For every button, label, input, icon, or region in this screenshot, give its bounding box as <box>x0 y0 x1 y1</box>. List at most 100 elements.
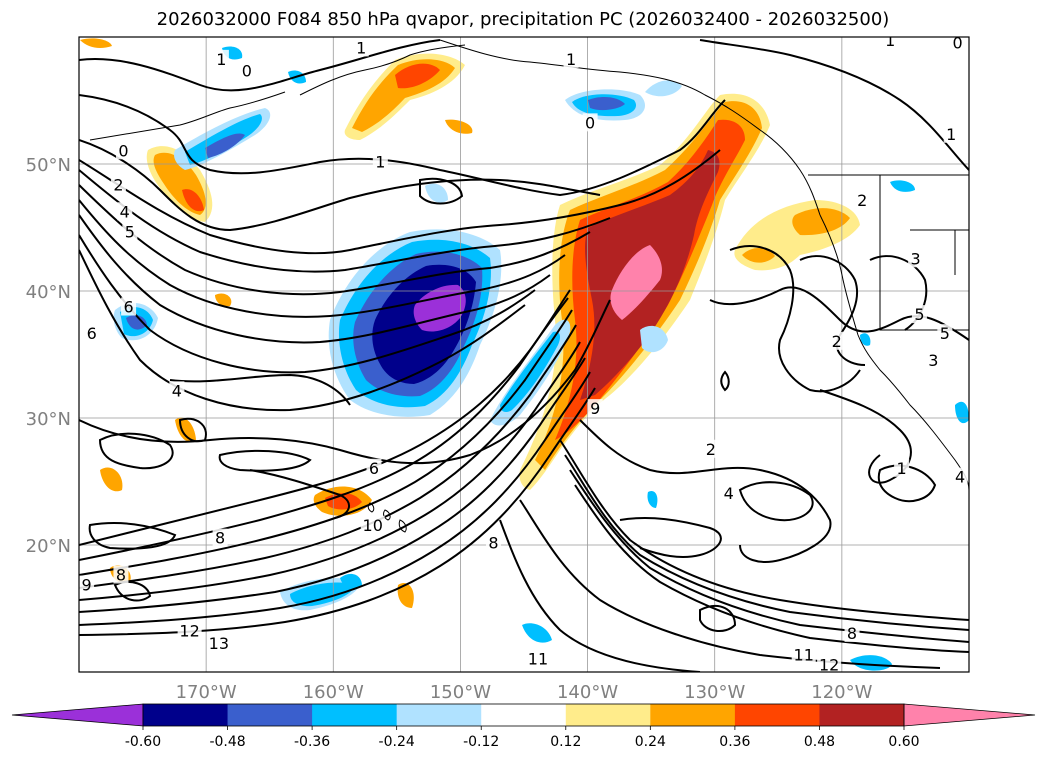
neg-blob-j <box>860 333 871 346</box>
colorbar-swatch <box>396 704 482 726</box>
blob-orange-e <box>80 38 112 48</box>
colorbar-tick-label: 0.60 <box>888 734 919 750</box>
lat-tick-label: 20°N <box>26 536 71 557</box>
coast-orange-2 <box>792 208 850 236</box>
contour-label: 9 <box>82 576 92 595</box>
neg-ak-blue <box>588 96 625 111</box>
neg-west-blue <box>126 315 147 330</box>
contour-label: 1 <box>897 459 907 478</box>
contour-label: 9 <box>590 399 600 418</box>
contour-label: 8 <box>847 624 857 643</box>
map-frame <box>78 36 970 673</box>
neg-aleut-blue <box>205 133 245 158</box>
contour-label-bg <box>844 623 860 642</box>
neg-purple-main <box>413 284 466 332</box>
contour-label: 13 <box>209 634 229 653</box>
contour-label-bg <box>817 655 842 672</box>
contour-label: 11 <box>528 649 548 668</box>
contour-label: 1 <box>356 38 366 57</box>
precip-pc-fill <box>80 38 969 671</box>
neg-east-light <box>640 325 668 353</box>
contour-label: 2 <box>857 191 867 210</box>
colorbar-tick-label: -0.24 <box>379 734 415 750</box>
aleutian-red <box>182 189 204 212</box>
colorbar-tick-label: 0.36 <box>719 734 750 750</box>
contour-label-bg <box>952 467 968 486</box>
contour-label: 1 <box>375 153 385 172</box>
blob-orange-d <box>397 582 414 608</box>
contour-label-bg <box>950 37 966 52</box>
contour-label: 4 <box>724 484 734 503</box>
blob-orange-b <box>100 467 123 492</box>
chart-title: 2026032000 F084 850 hPa qvapor, precipit… <box>157 9 890 30</box>
contour-label-bg <box>703 439 719 458</box>
contour-label: 0 <box>952 33 962 52</box>
contour-label: 11 <box>794 645 814 664</box>
colorbar-swatch <box>227 704 313 726</box>
colorbar-swatch <box>481 704 567 726</box>
contour-label-bg <box>121 297 137 316</box>
colorbar-tick-label: -0.36 <box>294 734 330 750</box>
contour-label: 2 <box>113 176 123 195</box>
contour-label: 4 <box>955 468 965 487</box>
contour-label-bg <box>943 124 959 143</box>
contour-label: 5 <box>914 305 924 324</box>
contour-label-bg <box>372 152 388 171</box>
colorbar-swatch <box>312 704 398 726</box>
lon-tick-label: 160°W <box>303 682 364 703</box>
contour-label: 2 <box>706 440 716 459</box>
contour-label: 12 <box>819 656 839 675</box>
contour-label-bg <box>84 324 100 343</box>
colorbar-swatch <box>143 704 229 726</box>
neg-blob-d <box>850 655 892 671</box>
lon-tick-label: 150°W <box>430 682 491 703</box>
neg-blob-c <box>522 623 552 643</box>
contour-label-bg <box>360 515 385 534</box>
colorbar-swatch <box>819 704 905 726</box>
colorbar-swatch <box>734 704 820 726</box>
neg-blob-b <box>340 573 362 590</box>
colorbar-frame <box>142 703 905 727</box>
lon-tick-label: 130°W <box>684 682 745 703</box>
contour-label: 1 <box>885 31 895 50</box>
colorbar-tick-label: -0.12 <box>463 734 499 750</box>
contour-label: 1 <box>566 50 576 69</box>
contour-label-bg <box>925 350 941 369</box>
alaska-red <box>395 63 440 89</box>
contour-label: 0 <box>242 61 252 80</box>
contour-label: 0 <box>118 141 128 160</box>
blob-orange-f <box>445 119 473 134</box>
neg-blob-g <box>425 183 448 203</box>
contour-label-bg <box>721 484 737 503</box>
lon-tick-labels: 170°W 160°W 150°W 140°W 130°W 120°W <box>176 682 873 703</box>
contour-label: 6 <box>123 298 133 317</box>
contour-label: 6 <box>87 324 97 343</box>
contour-label-bg <box>213 49 229 68</box>
contour-label: 4 <box>172 381 182 400</box>
contour-label-bg <box>882 37 898 49</box>
contour-label: 0 <box>585 113 595 132</box>
contour-label: 5 <box>125 223 135 242</box>
lat-tick-label: 30°N <box>26 409 71 430</box>
contour-label-bg <box>206 634 231 653</box>
contour-label: 3 <box>911 249 921 268</box>
blob-orange-g <box>215 293 232 307</box>
contour-label-bg <box>113 565 129 584</box>
contour-label: 1 <box>216 50 226 69</box>
contour-label-bg <box>563 49 579 68</box>
colorbar-tick-label: 0.24 <box>635 734 666 750</box>
contour-label-bg <box>908 249 924 268</box>
contour-label-bg <box>169 381 185 400</box>
neg-blob-l <box>645 80 682 97</box>
contour-label-bg <box>116 141 131 160</box>
contour-label-bg <box>525 649 550 668</box>
contour-label-bg <box>79 575 95 594</box>
contour-label-bg <box>829 331 845 350</box>
contour-label: 4 <box>120 202 130 221</box>
contour-label: 10 <box>363 516 383 535</box>
colorbar-tick-label: -0.48 <box>209 734 245 750</box>
colorbar-tick-label: 0.12 <box>550 734 581 750</box>
